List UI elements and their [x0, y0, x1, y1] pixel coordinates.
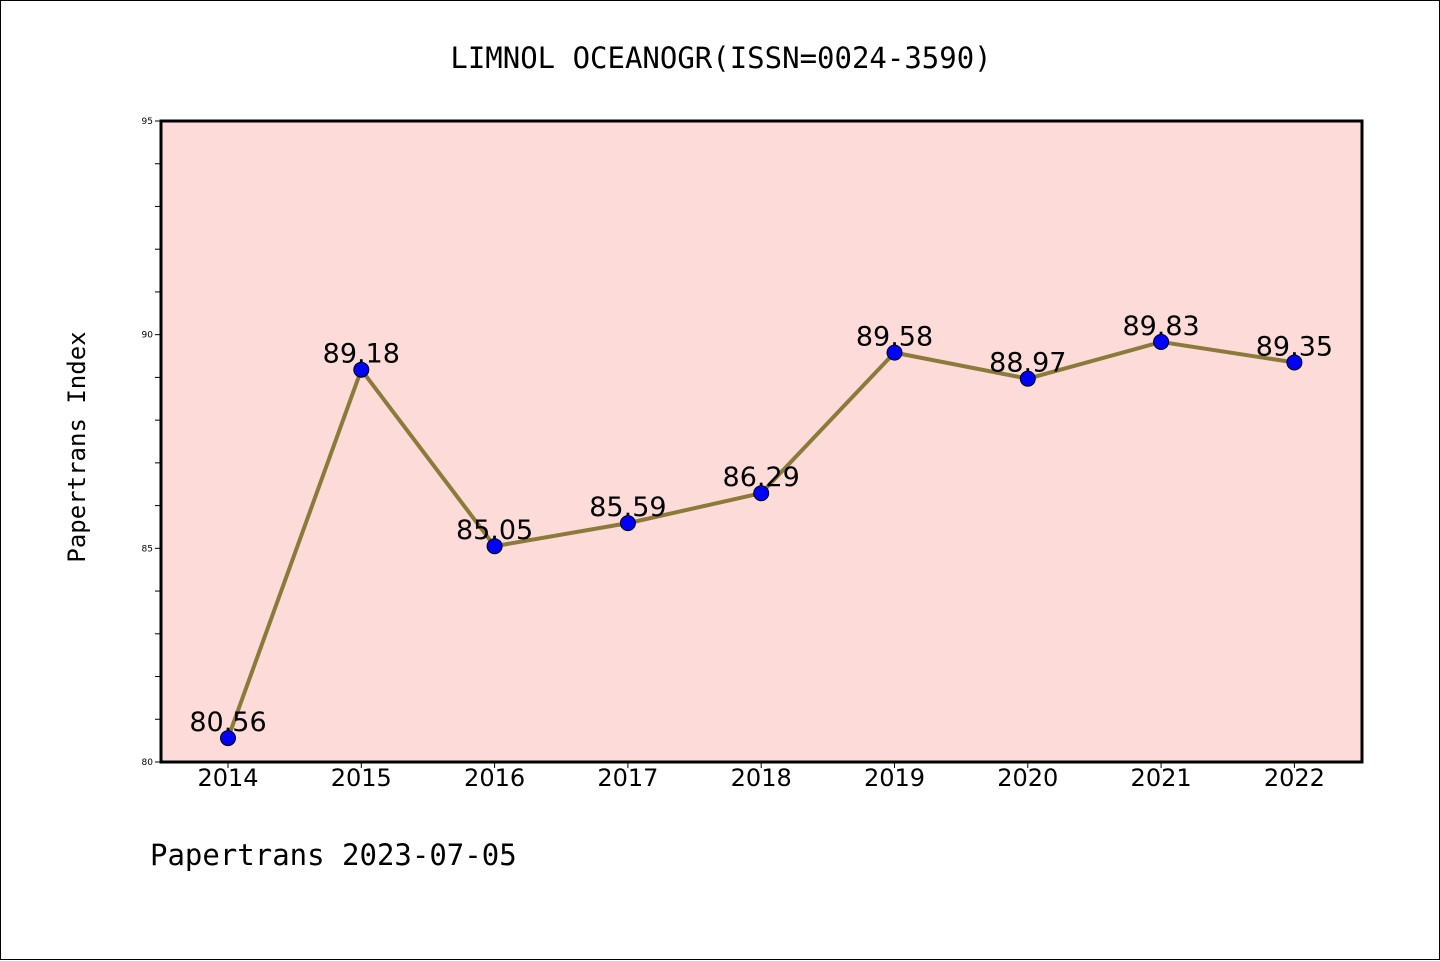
y-tick-label: 85: [142, 544, 153, 554]
data-point: [753, 485, 770, 502]
data-point: [1153, 333, 1170, 350]
data-label: 88.97: [989, 348, 1066, 379]
x-tick-label: 2022: [1264, 764, 1325, 792]
x-tick-label: 2016: [464, 764, 525, 792]
plot-area: [161, 121, 1362, 762]
data-label: 89.35: [1256, 331, 1333, 362]
data-point: [1019, 370, 1036, 387]
x-tick-label: 2014: [197, 764, 258, 792]
data-label: 85.05: [456, 515, 533, 546]
x-tick-label: 2019: [864, 764, 925, 792]
chart-title: LIMNOL OCEANOGR(ISSN=0024-3590): [450, 41, 991, 75]
data-label: 85.59: [589, 492, 666, 523]
data-label: 86.29: [723, 462, 800, 493]
footer-text: Papertrans 2023-07-05: [150, 838, 517, 872]
y-axis: 80 85 90 95: [142, 117, 161, 768]
data-point: [353, 361, 370, 378]
data-labels-group: 80.56 89.18 85.05 85.59 86.29 89.58 88.97 89.83…: [189, 311, 1333, 738]
x-axis: 2014 2015 2016 2017 2018 2019 2020 2021 2022: [197, 762, 1325, 792]
x-tick-label: 2018: [731, 764, 792, 792]
plot-border: [159, 119, 1364, 764]
y-axis-label: Papertrans Index: [63, 331, 91, 562]
data-label: 89.58: [856, 322, 933, 353]
x-tick-label: 2017: [597, 764, 658, 792]
series-markers-group: [220, 333, 1303, 747]
y-tick-label: 90: [142, 331, 154, 341]
data-label: 89.18: [323, 339, 400, 370]
x-tick-label: 2015: [331, 764, 392, 792]
data-label: 80.56: [189, 707, 266, 738]
data-point: [220, 730, 236, 747]
data-label: 89.83: [1122, 311, 1199, 342]
x-tick-label: 2021: [1131, 764, 1192, 792]
y-tick-label: 80: [142, 758, 154, 768]
data-point: [486, 538, 503, 555]
x-tick-label: 2020: [997, 764, 1058, 792]
data-point: [886, 344, 903, 361]
y-tick-label: 95: [142, 117, 153, 127]
data-point: [1286, 354, 1303, 371]
data-point: [619, 515, 636, 532]
